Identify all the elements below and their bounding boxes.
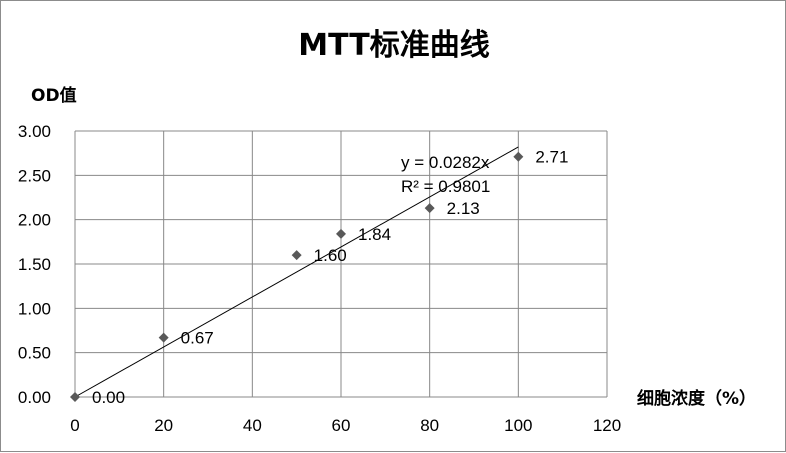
data-point (513, 151, 524, 162)
data-label: 1.84 (358, 225, 391, 244)
axes (74, 131, 607, 398)
y-tick-label: 2.50 (18, 166, 51, 185)
data-labels: 0.00 0.67 1.60 1.84 2.13 2.71 (92, 148, 568, 407)
data-point (424, 203, 435, 214)
y-tick-label: 1.50 (18, 255, 51, 274)
x-tick-label: 60 (332, 416, 351, 435)
data-label: 0.67 (181, 329, 214, 348)
x-tick-label: 40 (243, 416, 262, 435)
x-tick-label: 100 (504, 416, 532, 435)
x-axis-title: 细胞浓度（%） (637, 388, 756, 409)
data-points (70, 151, 524, 402)
data-label: 0.00 (92, 388, 125, 407)
trendline-line (74, 146, 519, 398)
y-tick-label: 3.00 (18, 122, 51, 141)
y-tick-label: 2.00 (18, 211, 51, 230)
y-tick-label: 1.00 (18, 299, 51, 318)
data-label: 2.71 (535, 148, 568, 167)
x-tick-label: 20 (154, 416, 173, 435)
x-tick-label: 0 (70, 416, 79, 435)
tick-labels: 0.00 0.50 1.00 1.50 2.00 2.50 3.00 0 20 40 60 80 100… (18, 122, 621, 435)
y-tick-label: 0.00 (18, 388, 51, 407)
y-axis-title: OD值 (31, 85, 77, 106)
data-label: 1.60 (314, 246, 347, 265)
data-point (70, 392, 80, 402)
x-tick-label: 80 (420, 416, 439, 435)
grid-lines (75, 130, 608, 397)
x-tick-label: 120 (593, 416, 621, 435)
y-tick-label: 0.50 (18, 344, 51, 363)
data-label: 2.13 (447, 199, 480, 218)
trendline-equation: y = 0.0282x (401, 153, 490, 172)
trendline (74, 146, 519, 398)
trendline-r-squared: R² = 0.9801 (401, 177, 490, 196)
data-point (158, 332, 169, 343)
data-point (336, 228, 346, 239)
data-point (291, 250, 302, 261)
chart-title: MTT标准曲线 (298, 28, 489, 63)
